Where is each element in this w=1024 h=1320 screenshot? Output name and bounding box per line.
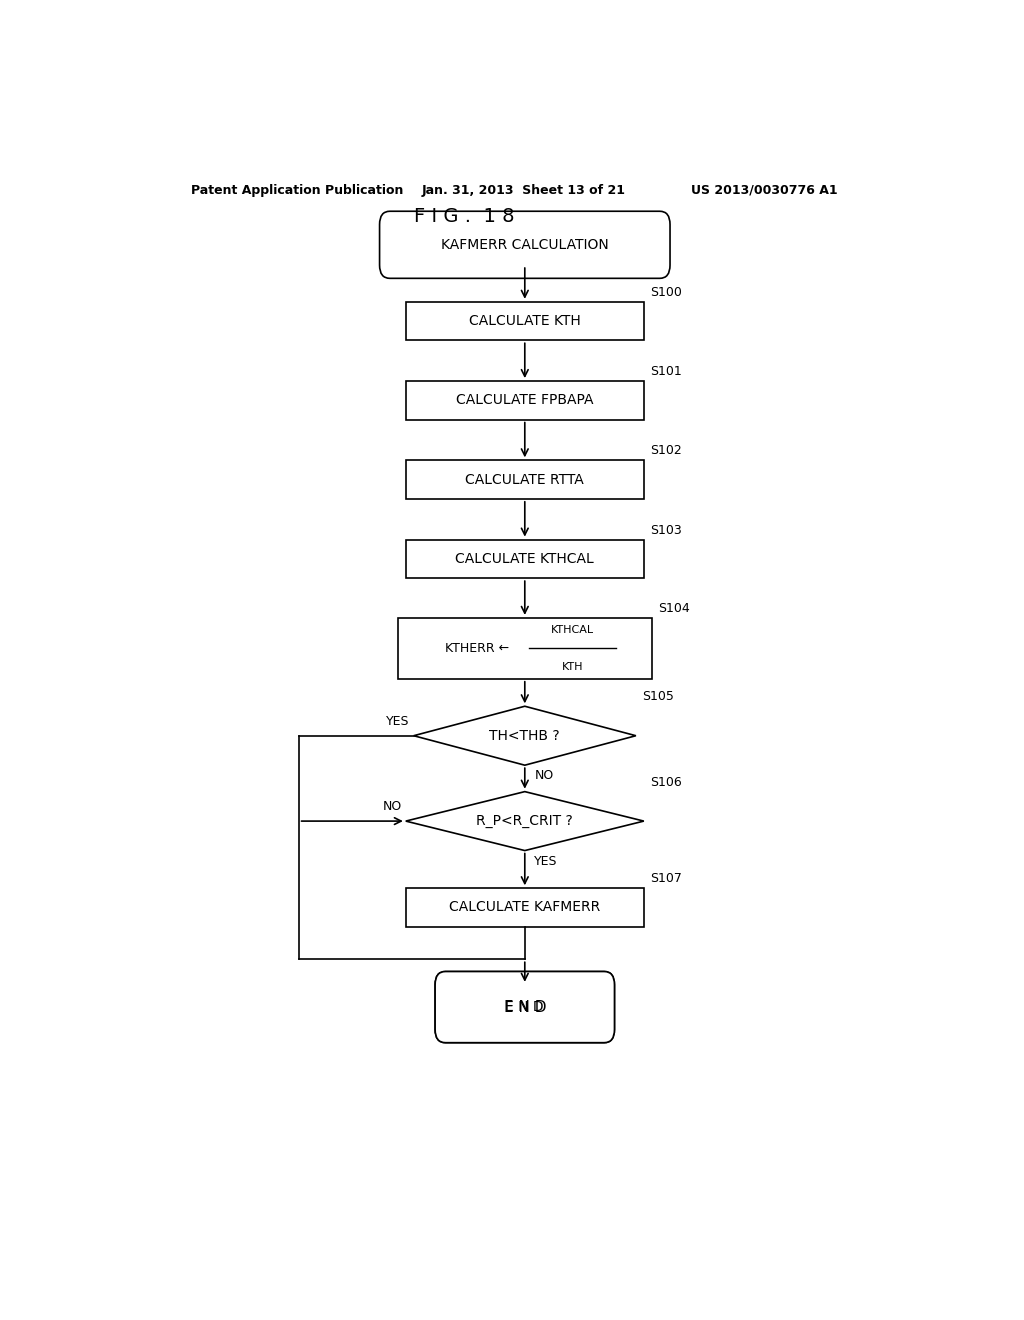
Text: KTHERR ←: KTHERR ← <box>444 642 509 655</box>
Text: YES: YES <box>386 714 410 727</box>
Text: R_P<R_CRIT ?: R_P<R_CRIT ? <box>476 814 573 828</box>
Text: S101: S101 <box>650 364 682 378</box>
Bar <box>406 540 644 578</box>
Text: KTH: KTH <box>562 661 583 672</box>
FancyBboxPatch shape <box>435 972 614 1043</box>
Text: S104: S104 <box>658 602 690 615</box>
Text: CALCULATE RTTA: CALCULATE RTTA <box>466 473 584 487</box>
Bar <box>397 618 651 678</box>
Text: YES: YES <box>535 854 558 867</box>
Bar <box>406 888 644 927</box>
Text: CALCULATE KAFMERR: CALCULATE KAFMERR <box>450 900 600 915</box>
Text: E N D: E N D <box>504 999 546 1015</box>
Bar <box>406 461 644 499</box>
Text: US 2013/0030776 A1: US 2013/0030776 A1 <box>691 183 838 197</box>
Text: CALCULATE KTHCAL: CALCULATE KTHCAL <box>456 552 594 566</box>
Text: CALCULATE FPBAPA: CALCULATE FPBAPA <box>456 393 594 408</box>
Text: S103: S103 <box>650 524 682 536</box>
Text: S105: S105 <box>642 690 674 704</box>
Text: NO: NO <box>383 800 401 813</box>
Text: S102: S102 <box>650 445 682 457</box>
Text: F I G .  1 8: F I G . 1 8 <box>414 207 514 226</box>
Text: TH<THB ?: TH<THB ? <box>489 729 560 743</box>
Text: KAFMERR CALCULATION: KAFMERR CALCULATION <box>441 238 608 252</box>
Polygon shape <box>414 706 636 766</box>
Bar <box>406 381 644 420</box>
Text: E N D: E N D <box>506 1001 544 1014</box>
Text: S106: S106 <box>650 776 682 788</box>
Text: KTHCAL: KTHCAL <box>551 626 594 635</box>
Text: S100: S100 <box>650 285 682 298</box>
Text: Jan. 31, 2013  Sheet 13 of 21: Jan. 31, 2013 Sheet 13 of 21 <box>422 183 626 197</box>
Polygon shape <box>406 792 644 850</box>
Text: S107: S107 <box>650 873 682 886</box>
Text: NO: NO <box>535 770 554 783</box>
Text: Patent Application Publication: Patent Application Publication <box>191 183 403 197</box>
FancyBboxPatch shape <box>380 211 670 279</box>
FancyBboxPatch shape <box>435 972 614 1043</box>
Text: CALCULATE KTH: CALCULATE KTH <box>469 314 581 329</box>
Bar <box>406 302 644 341</box>
